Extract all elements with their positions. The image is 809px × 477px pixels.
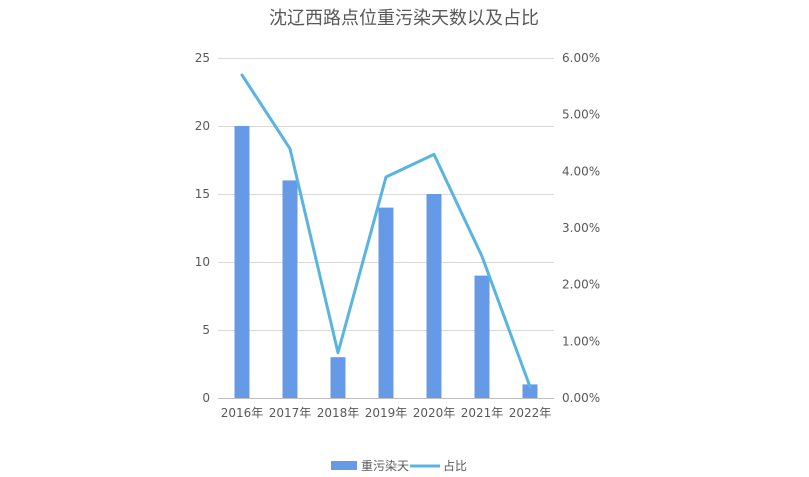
legend-label: 占比 xyxy=(443,458,467,473)
bar xyxy=(378,207,394,398)
x-tick-label: 2018年 xyxy=(317,406,360,420)
right-tick-label: 1.00% xyxy=(562,334,600,348)
right-tick-label: 6.00% xyxy=(562,51,600,65)
left-tick-label: 5 xyxy=(202,323,210,337)
right-tick-label: 4.00% xyxy=(562,164,600,178)
bar xyxy=(522,384,538,398)
legend-bar-swatch xyxy=(331,461,357,470)
bar xyxy=(282,180,298,398)
bar xyxy=(330,357,346,398)
right-tick-label: 2.00% xyxy=(562,278,600,292)
right-tick-label: 5.00% xyxy=(562,108,600,122)
chart-title: 沈辽西路点位重污染天数以及占比 xyxy=(269,8,539,29)
left-tick-label: 15 xyxy=(195,187,210,201)
x-axis-ticks: 2016年 2017年 2018年 2019年 2020年 2021年 2022年 xyxy=(221,406,552,420)
left-tick-label: 20 xyxy=(195,119,210,133)
legend: 重污染天 占比 xyxy=(331,458,467,473)
bar-series xyxy=(234,126,538,398)
left-axis-ticks: 0 5 10 15 20 25 xyxy=(195,51,210,405)
left-tick-label: 10 xyxy=(195,255,210,269)
x-tick-label: 2019年 xyxy=(365,406,408,420)
legend-label: 重污染天 xyxy=(361,458,409,473)
left-tick-label: 0 xyxy=(202,391,210,405)
left-tick-label: 25 xyxy=(195,51,210,65)
line-series xyxy=(240,73,532,389)
bar xyxy=(426,194,442,398)
x-tick-label: 2017年 xyxy=(269,406,312,420)
right-tick-label: 0.00% xyxy=(562,391,600,405)
x-tick-label: 2020年 xyxy=(413,406,456,420)
x-tick-label: 2022年 xyxy=(509,406,552,420)
bar xyxy=(234,126,250,398)
right-tick-label: 3.00% xyxy=(562,221,600,235)
right-axis-ticks: 0.00% 1.00% 2.00% 3.00% 4.00% 5.00% 6.00% xyxy=(562,51,600,405)
x-tick-label: 2021年 xyxy=(461,406,504,420)
x-tick-label: 2016年 xyxy=(221,406,264,420)
bar xyxy=(474,275,490,398)
